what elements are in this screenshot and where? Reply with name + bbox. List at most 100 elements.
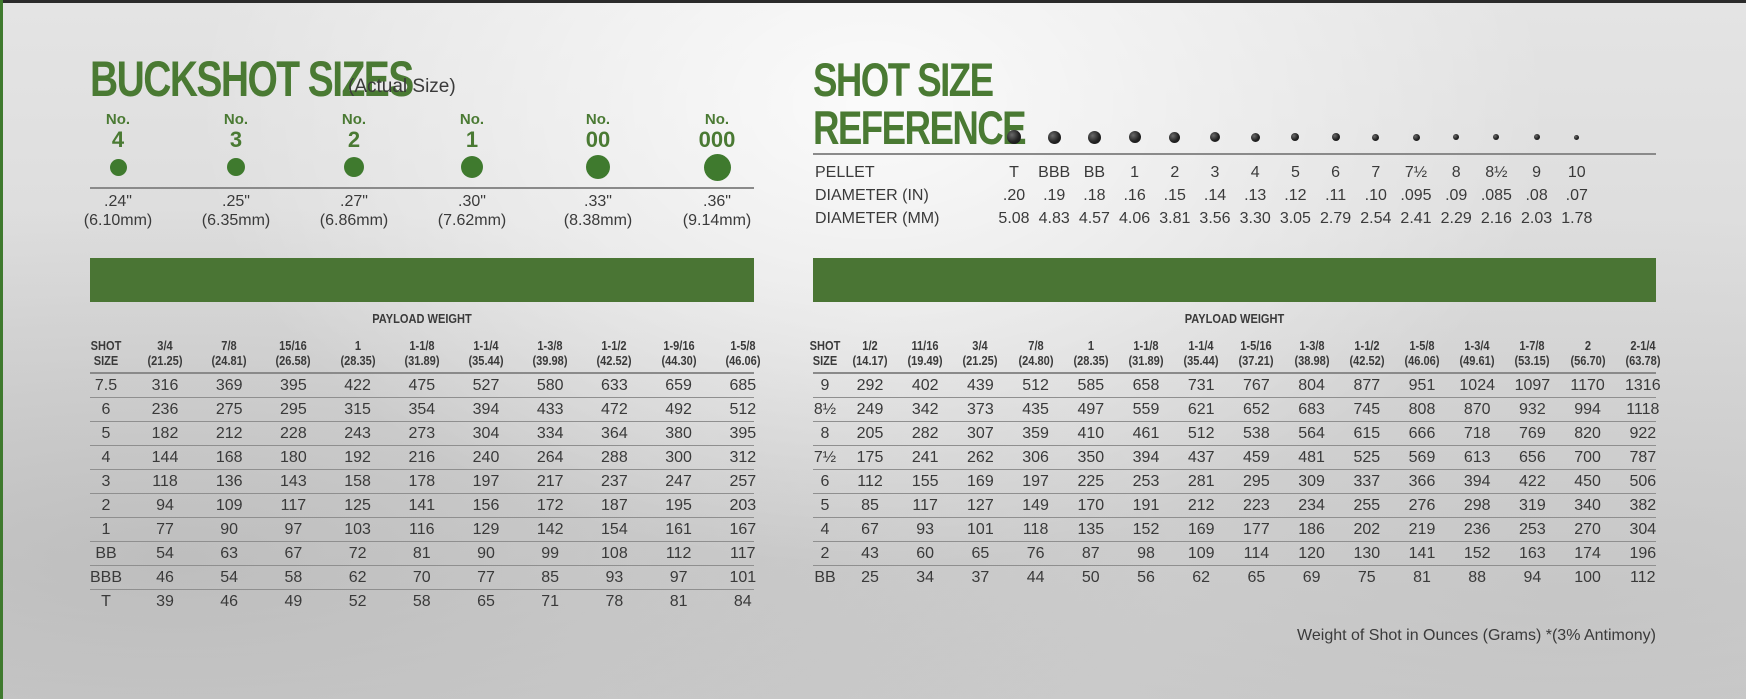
shot-reference-cell: 2 bbox=[1170, 164, 1180, 181]
pellet-count-cell: 395 bbox=[280, 377, 307, 394]
pellet-count-cell: 112 bbox=[665, 545, 692, 562]
shot-reference-cell: 2.29 bbox=[1440, 210, 1472, 227]
pellet-count-cell: 237 bbox=[601, 473, 628, 490]
pellet-count-cell: 633 bbox=[601, 377, 628, 394]
pellet-count-cell: 212 bbox=[215, 425, 243, 442]
pellet-count-cell: 364 bbox=[601, 425, 628, 442]
pellet-icon bbox=[1533, 134, 1540, 140]
pellet-count-cell: 52 bbox=[348, 593, 367, 610]
payload-column-header: 1 (28.35) bbox=[328, 338, 388, 368]
pellet-icon bbox=[1331, 133, 1340, 141]
buckshot-inches: .33" bbox=[584, 193, 612, 210]
shot-reference-cell: .10 bbox=[1364, 187, 1387, 204]
pellet-count-cell: 114 bbox=[1243, 545, 1270, 562]
buckshot-dot-wrap bbox=[304, 152, 404, 182]
pellet-count-cell: 525 bbox=[1353, 449, 1381, 466]
shot-reference-cell: .19 bbox=[1043, 187, 1066, 204]
pellet-count-cell: 253 bbox=[1132, 473, 1160, 490]
buckshot-mm: (9.14mm) bbox=[682, 212, 752, 229]
payload-grams: (56.70) bbox=[1570, 353, 1606, 368]
payload-grams: (31.89) bbox=[404, 353, 440, 368]
pellet-count-cell: 76 bbox=[1026, 545, 1045, 562]
buckshot-measurement: .25" (6.35mm) bbox=[176, 192, 296, 230]
table-row: 4 67 93 101 118 135 152 169 177 186 202 219 236 253 27… bbox=[813, 518, 1656, 542]
payload-oz: 1-3/4 bbox=[1464, 338, 1490, 353]
buckshot-size-item: No. 000 bbox=[667, 112, 767, 182]
buckshot-mm: (7.62mm) bbox=[437, 212, 507, 229]
shot-size-cell: 9 bbox=[820, 377, 830, 394]
pellet-count-cell: 118 bbox=[152, 473, 178, 490]
shot-reference-title-line2: REFERENCE bbox=[813, 101, 1027, 154]
shot-reference-cell: 5.08 bbox=[998, 210, 1030, 227]
pellet-count-cell: 380 bbox=[665, 425, 692, 442]
pellet-icon bbox=[1291, 133, 1300, 141]
pellet-count-cell: 54 bbox=[156, 545, 174, 562]
payload-oz: 7/8 bbox=[1027, 338, 1044, 353]
shot-reference-cell: .13 bbox=[1244, 187, 1267, 204]
buckshot-measurement: .24" (6.10mm) bbox=[58, 192, 178, 230]
pellet-count-cell: 203 bbox=[729, 497, 757, 514]
shot-reference-cell: .14 bbox=[1203, 187, 1227, 204]
shot-size-cell: 5 bbox=[101, 425, 111, 442]
pellet-count-cell: 994 bbox=[1574, 401, 1601, 418]
buckshot-size-item: No. 00 bbox=[548, 112, 648, 182]
pellet-icon bbox=[1493, 134, 1500, 140]
shot-reference-cell: BBB bbox=[1038, 164, 1071, 181]
pellet-count-cell: 135 bbox=[1077, 521, 1105, 538]
pellet-count-cell: 373 bbox=[967, 401, 994, 418]
shot-reference-cell: .20 bbox=[1002, 187, 1026, 204]
pellet-count-cell: 422 bbox=[1519, 473, 1546, 490]
buckshot-pellet-icon bbox=[586, 155, 610, 179]
pellet-count-cell: 340 bbox=[1574, 497, 1601, 514]
table-row: 7.5 316 369 395 422 475 527 580 633 659 685 bbox=[90, 374, 756, 398]
payload-column-header: 1-9/16 (44.30) bbox=[649, 338, 709, 368]
pellet-count-cell: 512 bbox=[729, 401, 757, 418]
shot-size-cell: 7.5 bbox=[94, 377, 118, 394]
pellet-count-cell: 81 bbox=[1413, 569, 1431, 586]
table-header-row: SHOT SIZE 3/4 (21.25) 7/8 (24.81) 15/16 (26.58)… bbox=[90, 338, 760, 374]
payload-column-header: 1-1/2 (42.52) bbox=[585, 338, 645, 368]
pellet-count-cell: 228 bbox=[280, 425, 307, 442]
pellet-count-cell: 249 bbox=[856, 401, 884, 418]
pellet-count-cell: 264 bbox=[536, 449, 564, 466]
pellet-count-cell: 77 bbox=[477, 569, 495, 586]
payload-grams: (42.52) bbox=[1349, 353, 1385, 368]
pellet-count-cell: 169 bbox=[967, 473, 994, 490]
pellet-count-cell: 459 bbox=[1243, 449, 1270, 466]
payload-grams: (37.21) bbox=[1238, 353, 1274, 368]
pellet-count-cell: 585 bbox=[1077, 377, 1105, 394]
payload-column-header: 1-5/8 (46.06) bbox=[1392, 338, 1452, 368]
payload-oz: 1-3/8 bbox=[1298, 338, 1325, 353]
table-row: T 39 46 49 52 58 65 71 78 81 84 bbox=[90, 590, 754, 614]
payload-column-header: 1-1/4 (35.44) bbox=[456, 338, 516, 368]
buckshot-size-number: 00 bbox=[585, 127, 611, 152]
buckshot-no-label: No. bbox=[704, 111, 730, 128]
payload-grams: (14.17) bbox=[852, 353, 888, 368]
payload-grams: (21.25) bbox=[962, 353, 998, 368]
payload-oz: 2 bbox=[1584, 338, 1591, 353]
payload-grams: (38.98) bbox=[1294, 353, 1330, 368]
buckshot-mm: (6.86mm) bbox=[319, 212, 389, 229]
pellet-count-cell: 56 bbox=[1137, 569, 1155, 586]
diameter-in-row: DIAMETER (IN) .20 .19 .18 .16 .15 .14 .13 .12 .1… bbox=[813, 185, 1656, 207]
table-row: 8 205 282 307 359 410 461 512 538 564 615 666 718 769… bbox=[813, 422, 1656, 446]
payload-oz: 1-1/4 bbox=[1188, 338, 1214, 353]
pellet-count-cell: 435 bbox=[1022, 401, 1049, 418]
shot-reference-cell: 8½ bbox=[1485, 164, 1508, 181]
table-row: BBB 46 54 58 62 70 77 85 93 97 101 bbox=[90, 566, 756, 590]
pellet-count-cell: 65 bbox=[971, 545, 990, 562]
pellet-count-cell: 223 bbox=[1243, 497, 1270, 514]
shot-reference-panel: SHOT SIZE REFERENCE PELLET T BBB BB 1 2 3 4 5 6 7… bbox=[810, 0, 1661, 699]
payload-grams: (42.52) bbox=[596, 353, 632, 368]
pellet-count-cell: 461 bbox=[1132, 425, 1160, 442]
pellet-count-cell: 433 bbox=[536, 401, 564, 418]
right-green-bar bbox=[813, 258, 1656, 302]
pellet-count-cell: 527 bbox=[472, 377, 500, 394]
pellet-count-cell: 158 bbox=[344, 473, 371, 490]
payload-column-header: 7/8 (24.80) bbox=[1006, 338, 1066, 368]
pellet-count-cell: 98 bbox=[1137, 545, 1155, 562]
pellet-icon bbox=[1128, 131, 1141, 143]
payload-oz: 1-5/8 bbox=[730, 338, 756, 353]
pellet-count-cell: 820 bbox=[1574, 425, 1601, 442]
pellet-count-cell: 94 bbox=[1523, 569, 1542, 586]
